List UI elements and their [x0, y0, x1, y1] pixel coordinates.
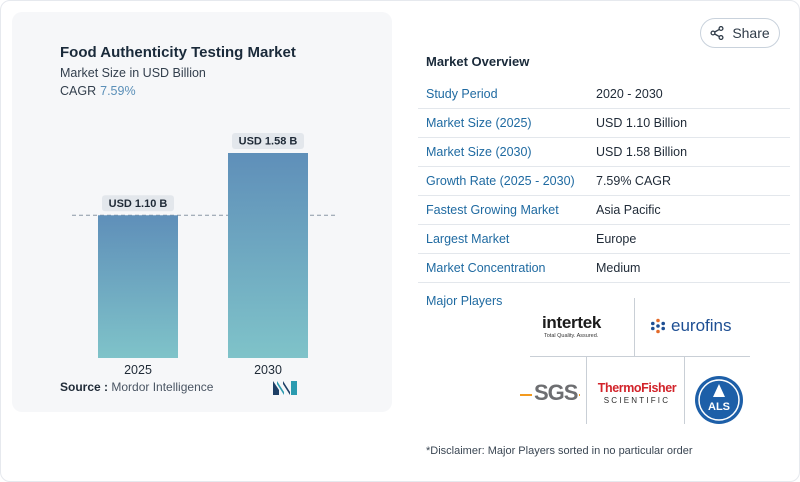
sgs-name: SGS	[532, 380, 580, 406]
logo-divider	[586, 356, 587, 424]
thermofisher-logo: ThermoFisher SCIENTIFIC	[592, 382, 682, 406]
logo-divider	[634, 298, 635, 356]
als-badge-icon	[695, 376, 743, 424]
cagr-value: 7.59%	[100, 84, 136, 98]
bar-chart: USD 1.10 B 2025 USD 1.58 B 2030	[72, 133, 338, 377]
chart-title: Food Authenticity Testing Market	[60, 44, 296, 61]
chart-subtitle: Market Size in USD Billion	[60, 66, 206, 80]
chart-card	[12, 12, 392, 412]
als-logo: ALS	[694, 375, 744, 425]
overview-key: Market Concentration	[426, 261, 546, 275]
sgs-logo: SGS	[520, 372, 580, 412]
eurofins-logo: eurofins	[650, 316, 731, 336]
disclaimer: *Disclaimer: Major Players sorted in no …	[426, 445, 693, 457]
x-tick-2025: 2025	[124, 363, 152, 377]
overview-row: Market Concentration Medium	[418, 254, 790, 283]
x-tick-2030: 2030	[254, 363, 282, 377]
overview-row: Market Size (2025) USD 1.10 Billion	[418, 109, 790, 138]
source-label: Source :	[60, 380, 109, 394]
thermofisher-line2: SCIENTIFIC	[603, 396, 671, 405]
source-value: Mordor Intelligence	[111, 380, 214, 394]
overview-row: Growth Rate (2025 - 2030) 7.59% CAGR	[418, 167, 790, 196]
als-name: ALS	[708, 401, 730, 413]
overview-key: Study Period	[426, 87, 498, 101]
overview-row: Study Period 2020 - 2030	[418, 80, 790, 109]
logo-divider	[684, 356, 685, 424]
major-players-title: Major Players	[426, 294, 503, 308]
overview-value: 7.59% CAGR	[596, 174, 672, 188]
logo-divider	[530, 356, 750, 357]
data-label-2025: USD 1.10 B	[109, 198, 168, 210]
intertek-name: intertek	[542, 313, 602, 332]
source-line: Source : Mordor Intelligence	[60, 380, 213, 394]
intertek-logo: intertek Total Quality. Assured.	[542, 314, 601, 340]
thermofisher-name: ThermoFisher	[597, 381, 677, 395]
bar-2030	[228, 153, 308, 358]
overview-row: Fastest Growing Market Asia Pacific	[418, 196, 790, 225]
overview-key: Market Size (2025)	[426, 116, 532, 130]
overview-value: USD 1.58 Billion	[596, 145, 688, 159]
share-label: Share	[732, 25, 770, 41]
overview-key: Largest Market	[426, 232, 510, 246]
eurofins-name: eurofins	[671, 316, 732, 335]
overview-value: USD 1.10 Billion	[596, 116, 688, 130]
share-button[interactable]: Share	[700, 18, 780, 48]
overview-key: Market Size (2030)	[426, 145, 532, 159]
data-label-bg	[232, 133, 304, 149]
overview-key: Growth Rate (2025 - 2030)	[426, 174, 575, 188]
bar-2025	[98, 215, 178, 358]
market-overview-table: Study Period 2020 - 2030 Market Size (202…	[418, 80, 790, 283]
cagr-label: CAGR	[60, 84, 97, 98]
overview-value: Medium	[596, 261, 641, 275]
eurofins-mark-icon	[651, 318, 665, 334]
overview-value: 2020 - 2030	[596, 87, 663, 101]
data-label-2030: USD 1.58 B	[239, 136, 298, 148]
share-icon	[710, 26, 724, 40]
intertek-tagline: Total Quality. Assured.	[544, 333, 599, 339]
mordor-logo-icon	[273, 381, 297, 395]
market-overview-title: Market Overview	[426, 54, 530, 69]
overview-row: Largest Market Europe	[418, 225, 790, 254]
overview-value: Asia Pacific	[596, 203, 661, 217]
overview-key: Fastest Growing Market	[426, 203, 559, 217]
cagr-line: CAGR 7.59%	[60, 84, 136, 98]
data-label-bg	[102, 195, 174, 212]
overview-value: Europe	[596, 232, 637, 246]
overview-row: Market Size (2030) USD 1.58 Billion	[418, 138, 790, 167]
